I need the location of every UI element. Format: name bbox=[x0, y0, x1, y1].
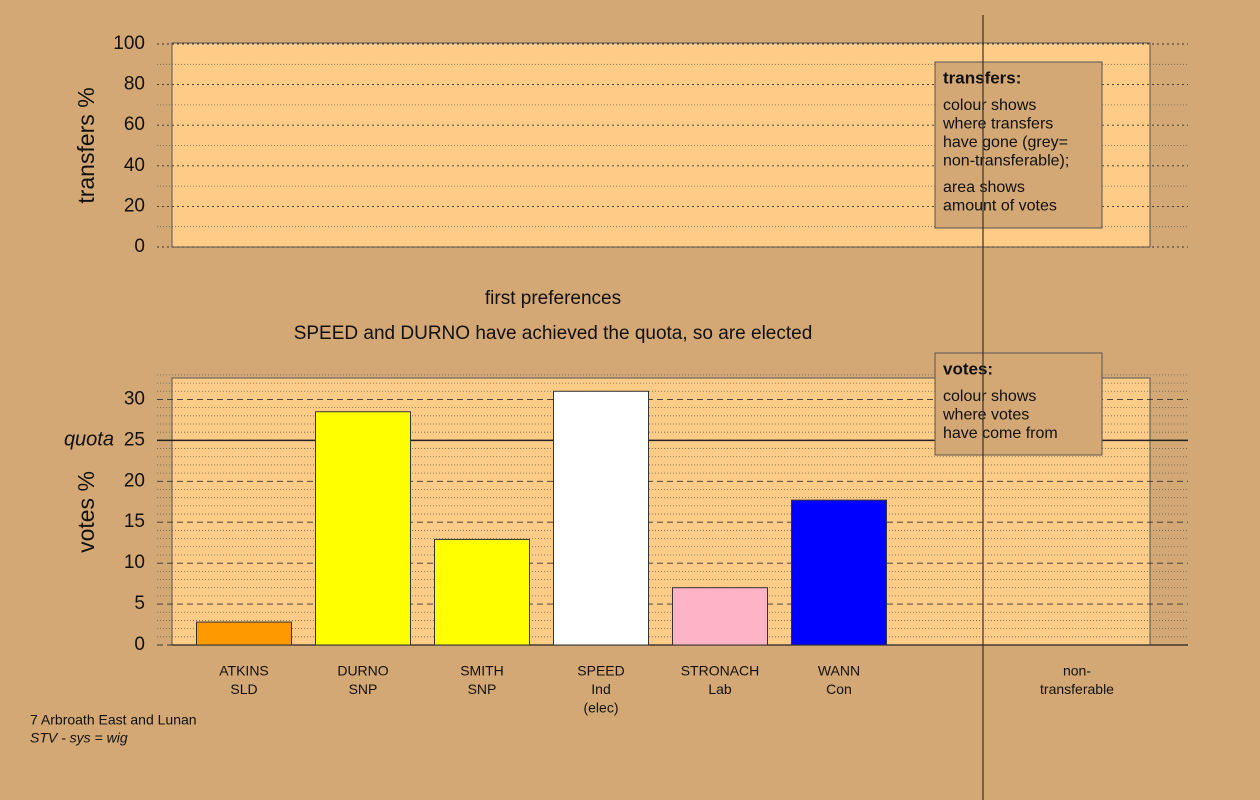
note-text: non-transferable); bbox=[943, 153, 1069, 170]
note-text: where transfers bbox=[942, 116, 1053, 133]
x-tick-label: DURNO bbox=[337, 663, 388, 679]
y-tick-label: 20 bbox=[124, 195, 145, 216]
x-tick-label: ATKINS bbox=[219, 663, 269, 679]
footer-text: 7 Arbroath East and Lunan bbox=[30, 712, 197, 728]
bar bbox=[315, 411, 411, 646]
x-tick-label: SNP bbox=[468, 681, 497, 697]
y-axis-title: votes % bbox=[73, 471, 99, 553]
x-tick-label: SLD bbox=[230, 681, 257, 697]
x-tick-label: SNP bbox=[349, 681, 378, 697]
quota-label: quota bbox=[64, 429, 114, 451]
note-text: colour shows bbox=[943, 97, 1036, 114]
note-title: transfers: bbox=[943, 68, 1021, 87]
y-axis-title: transfers % bbox=[73, 87, 99, 203]
y-tick-label: 5 bbox=[134, 593, 145, 614]
note-text: amount of votes bbox=[943, 198, 1057, 215]
bar bbox=[434, 538, 530, 646]
note-text: have come from bbox=[943, 425, 1058, 442]
x-tick-label: (elec) bbox=[583, 700, 618, 716]
note-text: have gone (grey= bbox=[943, 134, 1068, 151]
y-tick-label: 0 bbox=[134, 236, 145, 257]
y-tick-label: 20 bbox=[124, 470, 145, 491]
x-tick-label: non- bbox=[1063, 663, 1091, 679]
y-tick-label: 15 bbox=[124, 511, 145, 532]
x-tick-label: STRONACH bbox=[681, 663, 760, 679]
y-tick-label: 10 bbox=[124, 552, 145, 573]
note-title: votes: bbox=[943, 359, 993, 378]
chart-subtitle: SPEED and DURNO have achieved the quota,… bbox=[294, 323, 813, 344]
y-tick-label: 60 bbox=[124, 114, 145, 135]
bar bbox=[672, 587, 768, 646]
note-text: where votes bbox=[942, 407, 1029, 424]
bar bbox=[791, 499, 887, 646]
x-tick-label: transferable bbox=[1040, 681, 1114, 697]
note-box bbox=[934, 61, 1103, 229]
y-tick-label: 80 bbox=[124, 74, 145, 95]
x-tick-label: SMITH bbox=[460, 663, 504, 679]
x-tick-label: WANN bbox=[818, 663, 860, 679]
x-tick-label: Con bbox=[826, 681, 852, 697]
x-tick-label: Lab bbox=[708, 681, 732, 697]
x-tick-label: SPEED bbox=[577, 663, 624, 679]
chart-title: first preferences bbox=[485, 288, 621, 309]
y-tick-label: 30 bbox=[124, 388, 145, 409]
bar bbox=[196, 621, 292, 646]
note-box bbox=[934, 352, 1103, 456]
x-tick-label: Ind bbox=[591, 681, 610, 697]
y-tick-label: 0 bbox=[134, 634, 145, 655]
bar bbox=[553, 390, 649, 646]
y-tick-label: 25 bbox=[124, 429, 145, 450]
note-text: colour shows bbox=[943, 388, 1036, 405]
note-text: area shows bbox=[943, 179, 1025, 196]
y-tick-label: 100 bbox=[113, 33, 145, 54]
footer-text: STV - sys = wig bbox=[30, 730, 128, 746]
y-tick-label: 40 bbox=[124, 155, 145, 176]
